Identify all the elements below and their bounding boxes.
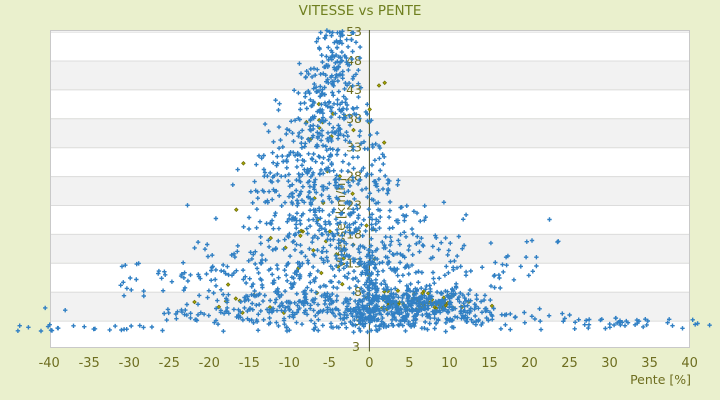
svg-text:-5: -5 — [323, 356, 336, 371]
blue-series-points — [15, 28, 712, 335]
svg-text:30: 30 — [601, 356, 618, 371]
svg-text:-25: -25 — [159, 356, 180, 371]
plot-border — [50, 30, 690, 348]
svg-text:-15: -15 — [239, 356, 260, 371]
svg-text:8: 8 — [354, 284, 362, 299]
svg-text:-40: -40 — [39, 356, 60, 371]
svg-text:40: 40 — [681, 356, 698, 371]
svg-text:20: 20 — [521, 356, 538, 371]
svg-text:48: 48 — [346, 53, 362, 68]
svg-text:-20: -20 — [199, 356, 220, 371]
svg-text:35: 35 — [641, 356, 658, 371]
chart-title: VITESSE vs PENTE — [299, 3, 422, 19]
svg-text:-30: -30 — [119, 356, 140, 371]
svg-text:10: 10 — [441, 356, 458, 371]
y-axis-min-label: 3 — [352, 339, 360, 354]
svg-text:25: 25 — [561, 356, 578, 371]
x-axis-tick-labels: -40 -35 -30 -25 -20 -15 -10 -5 0 5 10 15 20 25 30 35 40 — [39, 356, 698, 371]
svg-text:-10: -10 — [279, 356, 300, 371]
svg-text:0: 0 — [365, 356, 373, 371]
x-axis-title: Pente [%] — [630, 372, 691, 387]
svg-text:15: 15 — [481, 356, 498, 371]
svg-text:5: 5 — [405, 356, 413, 371]
svg-text:-35: -35 — [79, 356, 100, 371]
